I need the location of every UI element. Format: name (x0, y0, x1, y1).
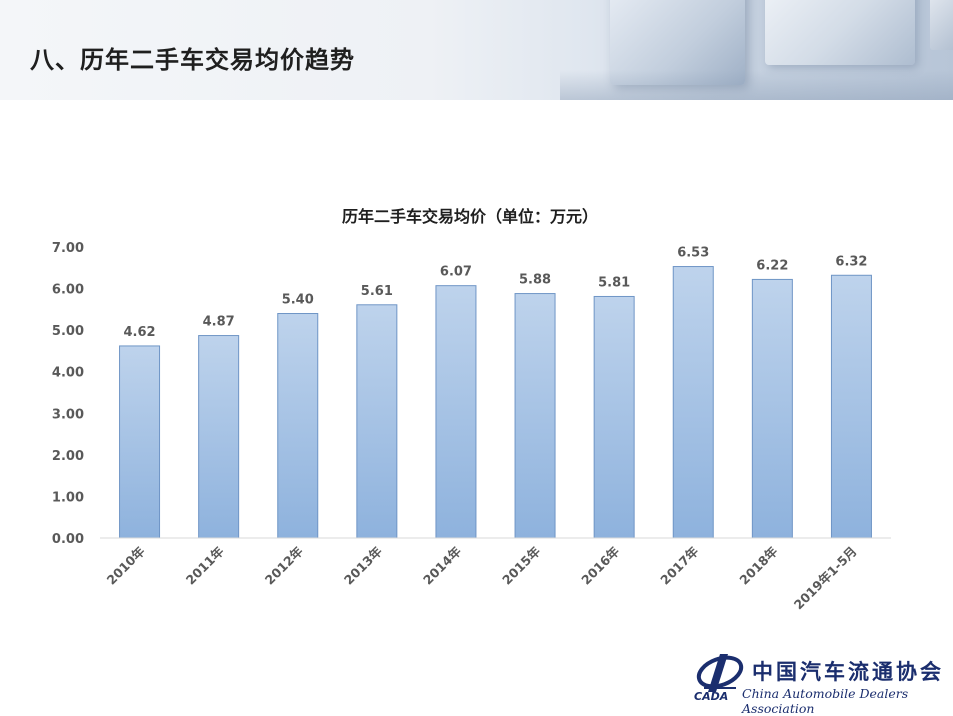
header-banner (0, 0, 953, 100)
data-label: 6.32 (835, 254, 867, 269)
x-tick-label: 2016年 (578, 543, 622, 587)
x-tick-label: 2015年 (499, 543, 543, 587)
bar (356, 304, 398, 539)
data-label: 5.40 (282, 293, 314, 308)
x-tick-label: 2012年 (262, 543, 306, 587)
data-label: 5.88 (519, 273, 551, 288)
bar (593, 295, 635, 539)
data-label: 6.22 (756, 258, 788, 273)
bar (514, 293, 556, 539)
data-label: 6.07 (440, 265, 472, 280)
y-tick-label: 5.00 (52, 324, 84, 339)
data-label: 6.53 (677, 246, 709, 261)
x-tick-label: 2014年 (420, 543, 464, 587)
data-label: 5.81 (598, 275, 630, 290)
header-shade (560, 70, 953, 100)
y-tick-label: 6.00 (52, 283, 84, 298)
bar (830, 274, 872, 539)
bar (277, 313, 319, 539)
bars: 4.62 4.87 5.40 5.61 6.07 5.88 5.81 6.53 6.22 6.32 (119, 246, 872, 539)
y-tick-label: 3.00 (52, 407, 84, 422)
bar (672, 266, 714, 539)
logo-name-en: China Automobile Dealers Association (742, 686, 909, 716)
decorative-cube (930, 0, 953, 50)
x-tick-label: 2019年1-5月 (791, 544, 860, 613)
bar (198, 335, 240, 539)
y-tick-label: 4.00 (52, 366, 84, 381)
x-tick-label: 2013年 (341, 543, 385, 587)
data-label: 5.61 (361, 284, 393, 299)
data-label: 4.62 (124, 325, 156, 340)
bar (435, 285, 477, 539)
decorative-cube (610, 0, 745, 85)
x-axis: 2010年 2011年 2012年 2013年 2014年 2015年 2016年 2017年… (100, 537, 891, 613)
chart-title: 历年二手车交易均价（单位：万元） (342, 207, 598, 226)
x-tick-label: 2010年 (104, 543, 148, 587)
logo-abbr: CADA (694, 690, 729, 703)
x-tick-label: 2018年 (736, 543, 780, 587)
data-label: 4.87 (203, 315, 235, 330)
x-tick-label: 2017年 (657, 543, 701, 587)
y-tick-label: 0.00 (52, 532, 84, 547)
cada-logo (690, 648, 950, 706)
decorative-cube (765, 0, 915, 65)
y-tick-label: 2.00 (52, 449, 84, 464)
page-title: 八、历年二手车交易均价趋势 (30, 46, 355, 74)
bar (751, 278, 793, 539)
y-tick-label: 1.00 (52, 490, 84, 505)
x-tick-label: 2011年 (183, 543, 227, 587)
y-tick-label: 7.00 (52, 241, 84, 256)
y-axis: 0.00 1.00 2.00 3.00 4.00 5.00 6.00 7.00 (52, 241, 84, 547)
cada-emblem-icon (696, 654, 744, 692)
bar (119, 345, 161, 539)
logo-name-cn: 中国汽车流通协会 (752, 659, 944, 684)
